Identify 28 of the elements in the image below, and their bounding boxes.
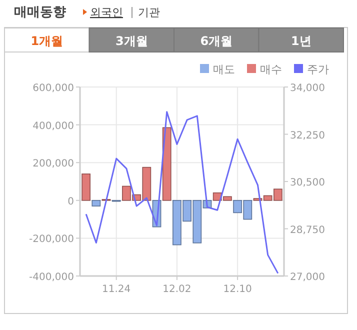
text: 6개월 (200, 34, 233, 48)
y2-tick-label: 32,250 (290, 130, 325, 142)
y-tick-label: -400,000 (29, 272, 74, 283)
y2-tick-label: 28,750 (290, 224, 325, 236)
bar (92, 200, 101, 206)
y-tick-label: 600,000 (32, 83, 74, 94)
y-tick-label: 0 (68, 196, 74, 208)
y-tick-label: 200,000 (32, 158, 74, 170)
y2-tick-label: 30,500 (290, 178, 325, 188)
text: 기관 (138, 6, 160, 19)
text: 3개월 (115, 34, 148, 48)
legend-label: 주가 (307, 63, 329, 76)
chart-title: 매매동향 (14, 5, 66, 20)
y2-tick-label: 34,000 (290, 83, 325, 94)
y-tick-label: 400,000 (32, 120, 74, 132)
y-tick-label: -200,000 (29, 234, 74, 246)
legend-label: 매도 (213, 63, 235, 76)
x-tick-label: 12.02 (162, 284, 192, 295)
text: 외국인 (90, 6, 123, 19)
legend-label: 매수 (260, 63, 282, 76)
line-series (85, 111, 279, 274)
bar (82, 174, 90, 201)
x-tick-label: 12.10 (223, 284, 252, 295)
bar (162, 127, 172, 201)
x-tick-label: 11.24 (102, 284, 131, 295)
y2-tick-label: 27,000 (290, 272, 325, 283)
text: 1개월 (30, 34, 64, 48)
text: 1년 (290, 34, 312, 48)
